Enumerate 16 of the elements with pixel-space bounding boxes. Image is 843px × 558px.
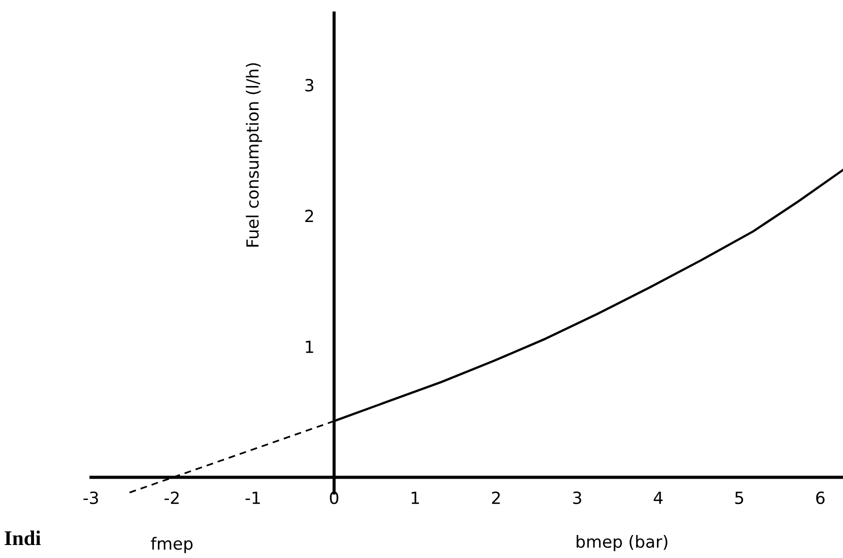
x-tick-label: 1	[412, 492, 419, 504]
x-tick-label: 5	[735, 492, 744, 504]
text: Indi	[4, 530, 41, 546]
x-tick-label: -1	[246, 492, 260, 504]
x-tick-label: 3	[573, 491, 582, 504]
y-tick-label: 1	[306, 340, 314, 353]
text: fmep	[150, 536, 193, 554]
y-axis-title: Fuel consumption (l/h)	[246, 63, 262, 247]
x-tick-label: -3	[84, 491, 98, 504]
x-tick-label: -2	[164, 491, 179, 504]
y-tick-label: 3	[305, 78, 314, 92]
x-tick-label: 2	[492, 491, 500, 504]
x-tick-label: 6	[816, 491, 825, 504]
x-tick-label: 4	[654, 492, 663, 504]
y-tick-label: 2	[305, 210, 313, 222]
x-axis-title: bmep (bar)	[576, 535, 668, 552]
